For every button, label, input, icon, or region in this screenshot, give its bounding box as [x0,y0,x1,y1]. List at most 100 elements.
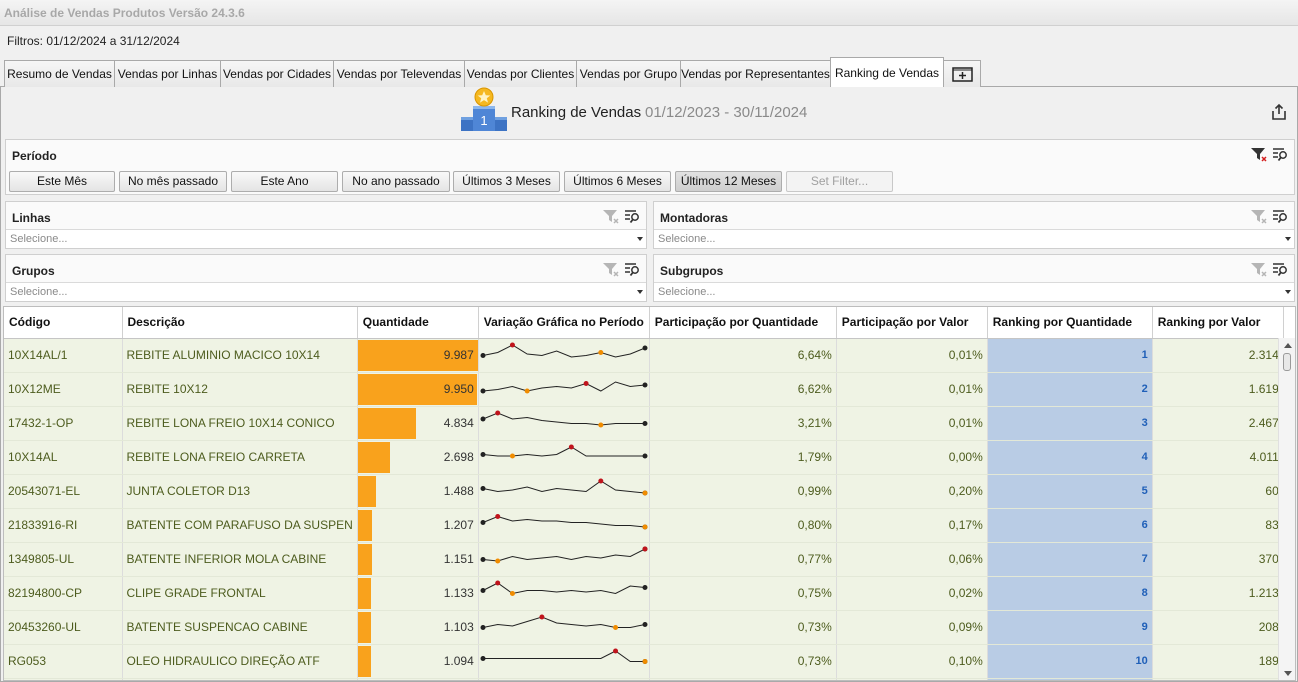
cell-descricao[interactable]: JUNTA COLETOR D13 [122,474,358,509]
column-header-ranking-quantidade[interactable]: Ranking por Quantidade [987,307,1153,339]
cell-descricao[interactable]: REBITE ALUMINIO MACICO 10X14 [122,338,358,373]
table-row[interactable]: 17432-1-OP REBITE LONA FREIO 10X14 CONICO… [4,406,1284,441]
cell-quantidade[interactable]: 4.834 [357,406,479,441]
column-header-codigo[interactable]: Código [4,307,123,339]
cell-quantidade[interactable]: 1.103 [357,610,479,645]
scroll-down-icon[interactable] [1284,671,1292,676]
cell-ranking-valor[interactable]: 60 [1152,474,1284,509]
scroll-up-icon[interactable] [1284,343,1292,348]
cell-codigo[interactable]: 10X14AL/1 [4,338,123,373]
cell-descricao[interactable]: REBITE LONA FREIO CARRETA [122,440,358,475]
cell-ranking-quantidade[interactable]: 5 [987,474,1153,509]
cell-sparkline[interactable] [478,678,650,680]
cell-descricao[interactable]: REBITE LONA FREIO 10X14 CONICO [122,406,358,441]
table-row[interactable]: 82194800-CP CLIPE GRADE FRONTAL 1.133 0,75%… [4,576,1284,611]
cell-part-valor[interactable]: 0,17% [836,508,988,543]
cell-ranking-valor[interactable]: 4.011 [1152,440,1284,475]
tab-vendas-por-representantes[interactable]: Vendas por Representantes [680,60,831,87]
cell-ranking-valor[interactable]: 208 [1152,610,1284,645]
cell-codigo[interactable]: 17432-1-OP [4,406,123,441]
periodo-este-mes-button[interactable]: Este Mês [9,171,115,192]
cell-ranking-quantidade[interactable]: 10 [987,644,1153,679]
tab-resumo-de-vendas[interactable]: Resumo de Vendas [4,60,115,87]
column-header-variacao[interactable]: Variação Gráfica no Período [478,307,650,339]
cell-part-valor[interactable]: 0,09% [836,610,988,645]
column-header-descricao[interactable]: Descrição [122,307,358,339]
search-filter-icon[interactable] [1272,260,1290,278]
cell-sparkline[interactable] [478,338,650,373]
cell-ranking-quantidade[interactable]: 11 [987,678,1153,680]
cell-descricao[interactable]: BATENTE COM PARAFUSO DA SUSPEN [122,508,358,543]
cell-ranking-valor[interactable]: 1.213 [1152,576,1284,611]
table-row[interactable]: RG053 OLEO HIDRAULICO DIREÇÃO ATF 1.094 0,7… [4,644,1284,679]
cell-ranking-quantidade[interactable]: 6 [987,508,1153,543]
subgrupos-select[interactable]: Selecione... [654,282,1294,301]
cell-ranking-quantidade[interactable]: 8 [987,576,1153,611]
periodo-este-ano-button[interactable]: Este Ano [231,171,338,192]
cell-quantidade[interactable]: 1.094 [357,644,479,679]
cell-part-valor[interactable]: 0,10% [836,644,988,679]
cell-part-quantidade[interactable]: 0,73% [649,644,837,679]
cell-sparkline[interactable] [478,406,650,441]
periodo-ano-passado-button[interactable]: No ano passado [342,171,450,192]
cell-ranking-valor[interactable]: 83 [1152,508,1284,543]
cell-codigo[interactable]: 21833916-RI [4,508,123,543]
export-icon[interactable] [1270,103,1288,121]
periodo-12-meses-button[interactable]: Últimos 12 Meses [675,171,782,192]
tab-ranking-de-vendas[interactable]: Ranking de Vendas [830,57,944,88]
scroll-thumb[interactable] [1283,353,1291,371]
search-filter-icon[interactable] [624,207,642,225]
periodo-6-meses-button[interactable]: Últimos 6 Meses [564,171,671,192]
table-row[interactable]: 21833916-RI BATENTE COM PARAFUSO DA SUSPE… [4,508,1284,543]
cell-part-quantidade[interactable]: 0,99% [649,474,837,509]
cell-part-valor[interactable]: 0,00% [836,440,988,475]
clear-filter-icon[interactable] [602,207,620,225]
cell-ranking-quantidade[interactable]: 7 [987,542,1153,577]
vertical-scrollbar[interactable] [1278,338,1295,680]
cell-part-quantidade[interactable]: 0,69% [649,678,837,680]
column-header-ranking-valor[interactable]: Ranking por Valor [1152,307,1284,339]
cell-part-valor[interactable]: 0,01% [836,372,988,407]
cell-ranking-valor[interactable]: 1.619 [1152,372,1284,407]
cell-descricao[interactable]: BATENTE INFERIOR MOLA CABINE [122,542,358,577]
tab-vendas-por-televendas[interactable]: Vendas por Televendas [333,60,465,87]
table-row[interactable]: 10X12ME REBITE 10X12 9.950 6,62% 0,01% 2 1.619 [4,372,1284,407]
cell-part-quantidade[interactable]: 3,21% [649,406,837,441]
cell-sparkline[interactable] [478,542,650,577]
cell-descricao[interactable]: GRAMPO GRADE DIANTEIRA [122,678,358,680]
clear-filter-icon[interactable] [1250,145,1268,163]
cell-sparkline[interactable] [478,644,650,679]
cell-part-valor[interactable]: 0,06% [836,542,988,577]
set-filter-button[interactable]: Set Filter... [786,171,893,192]
cell-part-quantidade[interactable]: 0,80% [649,508,837,543]
cell-codigo[interactable]: 10X12ME [4,372,123,407]
cell-sparkline[interactable] [478,508,650,543]
cell-codigo[interactable]: 20453260-UL [4,610,123,645]
search-filter-icon[interactable] [624,260,642,278]
table-row[interactable]: 10X14AL/1 REBITE ALUMINIO MACICO 10X14 9.9… [4,338,1284,373]
cell-sparkline[interactable] [478,372,650,407]
grupos-select[interactable]: Selecione... [6,282,646,301]
cell-ranking-quantidade[interactable]: 9 [987,610,1153,645]
cell-ranking-quantidade[interactable]: 3 [987,406,1153,441]
add-tab-button[interactable] [943,60,981,87]
cell-quantidade[interactable]: 9.987 [357,338,479,373]
cell-part-quantidade[interactable]: 0,75% [649,576,837,611]
periodo-3-meses-button[interactable]: Últimos 3 Meses [453,171,560,192]
cell-sparkline[interactable] [478,610,650,645]
table-row[interactable]: 20453260-UL BATENTE SUSPENCAO CABINE 1.103… [4,610,1284,645]
cell-sparkline[interactable] [478,576,650,611]
tab-vendas-por-grupo[interactable]: Vendas por Grupo [576,60,681,87]
tab-vendas-por-cidades[interactable]: Vendas por Cidades [220,60,334,87]
cell-quantidade[interactable]: 9.950 [357,372,479,407]
clear-filter-icon[interactable] [1250,260,1268,278]
cell-descricao[interactable]: REBITE 10X12 [122,372,358,407]
cell-descricao[interactable]: BATENTE SUSPENCAO CABINE [122,610,358,645]
cell-part-quantidade[interactable]: 0,77% [649,542,837,577]
linhas-select[interactable]: Selecione... [6,229,646,248]
cell-quantidade[interactable]: 2.698 [357,440,479,475]
cell-part-valor[interactable]: 0,01% [836,406,988,441]
cell-ranking-valor[interactable]: 370 [1152,542,1284,577]
cell-ranking-quantidade[interactable]: 4 [987,440,1153,475]
column-header-part-quantidade[interactable]: Participação por Quantidade [649,307,837,339]
